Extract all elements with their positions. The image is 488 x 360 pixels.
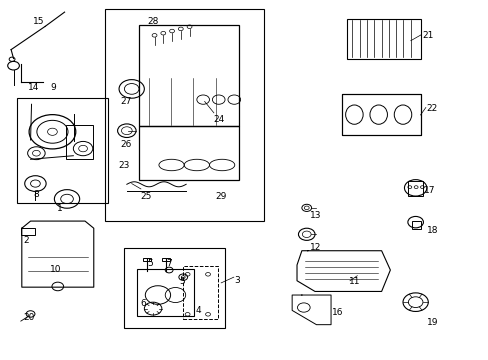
- Text: 14: 14: [28, 83, 40, 92]
- Text: 8: 8: [33, 190, 39, 199]
- Text: 19: 19: [426, 318, 437, 327]
- Text: 2: 2: [23, 236, 29, 245]
- Text: 20: 20: [23, 313, 35, 322]
- Text: 29: 29: [215, 192, 226, 201]
- Bar: [346, 18, 420, 59]
- Text: 15: 15: [33, 17, 44, 26]
- Bar: [123, 248, 224, 328]
- Bar: [143, 258, 151, 261]
- Text: 24: 24: [212, 115, 224, 124]
- Text: 3: 3: [234, 275, 240, 284]
- Text: 5: 5: [147, 260, 153, 269]
- Bar: [139, 126, 238, 180]
- Text: 16: 16: [331, 308, 343, 317]
- Bar: [21, 228, 35, 235]
- Text: 11: 11: [348, 277, 360, 286]
- Bar: [341, 94, 420, 135]
- Text: 1: 1: [57, 204, 63, 213]
- Text: 4: 4: [196, 306, 201, 315]
- Bar: [341, 94, 420, 135]
- Bar: [162, 258, 169, 261]
- Bar: [411, 221, 420, 229]
- Text: 21: 21: [421, 31, 432, 40]
- Text: 13: 13: [309, 211, 321, 220]
- Text: 7: 7: [166, 260, 172, 269]
- Text: 26: 26: [120, 140, 132, 149]
- Bar: [65, 125, 93, 159]
- Bar: [105, 9, 264, 221]
- Text: 18: 18: [426, 225, 437, 234]
- Text: 25: 25: [140, 192, 151, 201]
- Bar: [136, 269, 194, 316]
- Bar: [407, 181, 423, 196]
- Text: 28: 28: [147, 17, 158, 26]
- Text: 23: 23: [118, 161, 129, 170]
- Bar: [139, 24, 238, 126]
- Text: 22: 22: [426, 104, 437, 113]
- Text: 9: 9: [50, 83, 56, 92]
- Text: 6: 6: [140, 299, 145, 308]
- Bar: [183, 266, 217, 319]
- Text: 5: 5: [179, 277, 184, 286]
- Text: 17: 17: [424, 186, 435, 195]
- Text: 12: 12: [309, 243, 321, 252]
- Bar: [18, 98, 108, 203]
- Text: 10: 10: [50, 265, 61, 274]
- Text: 27: 27: [120, 97, 132, 106]
